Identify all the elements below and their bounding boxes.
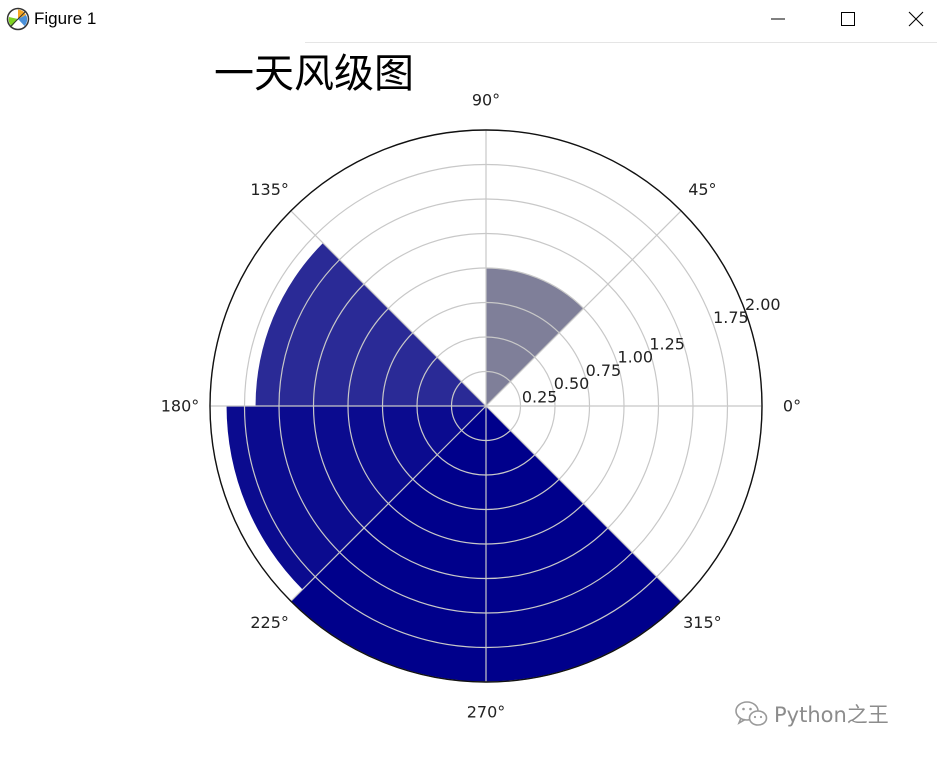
title-divider: [305, 42, 937, 43]
chart-title: 一天风级图: [214, 51, 414, 97]
close-icon: [908, 11, 924, 27]
angle-tick-label-7: 315°: [683, 613, 722, 632]
radial-tick-label-0: 0.25: [522, 387, 558, 406]
angle-tick-label-6: 270°: [467, 703, 506, 722]
minimize-button[interactable]: [755, 0, 801, 38]
polar-bar-0: [486, 268, 584, 406]
radial-tick-label-4: 1.25: [649, 334, 685, 353]
angle-tick-label-5: 225°: [250, 613, 289, 632]
maximize-button[interactable]: [825, 0, 871, 38]
title-bar[interactable]: Figure 1: [0, 0, 937, 38]
angle-tick-label-0: 0°: [783, 397, 801, 416]
radial-tick-label-5: 1.75: [713, 308, 749, 327]
window-title: Figure 1: [34, 9, 97, 28]
minimize-icon: [771, 18, 785, 20]
wechat-icon: [735, 701, 768, 726]
angular-gridline-1: [485, 210, 682, 407]
watermark: Python之王: [734, 696, 889, 732]
angle-tick-label-4: 180°: [161, 397, 200, 416]
angular-gridline-7: [485, 405, 682, 602]
angular-gridline-3: [290, 210, 487, 407]
radial-tick-label-2: 0.75: [586, 361, 622, 380]
watermark-text: Python之王: [774, 703, 889, 727]
maximize-icon: [841, 12, 855, 26]
close-button[interactable]: [893, 0, 937, 38]
angle-tick-label-1: 45°: [688, 180, 716, 199]
angle-tick-label-3: 135°: [250, 180, 289, 199]
polar-bar-2: [226, 406, 486, 590]
polar-bar-1: [255, 243, 486, 406]
angle-tick-label-2: 90°: [472, 91, 500, 110]
polar-frame: [209, 129, 763, 683]
matplotlib-icon: [6, 7, 30, 31]
angular-gridline-5: [290, 405, 487, 602]
radial-tick-label-3: 1.00: [617, 348, 653, 367]
radial-tick-label-1: 0.50: [554, 374, 590, 393]
radial-tick-label-6: 2.00: [745, 295, 781, 314]
